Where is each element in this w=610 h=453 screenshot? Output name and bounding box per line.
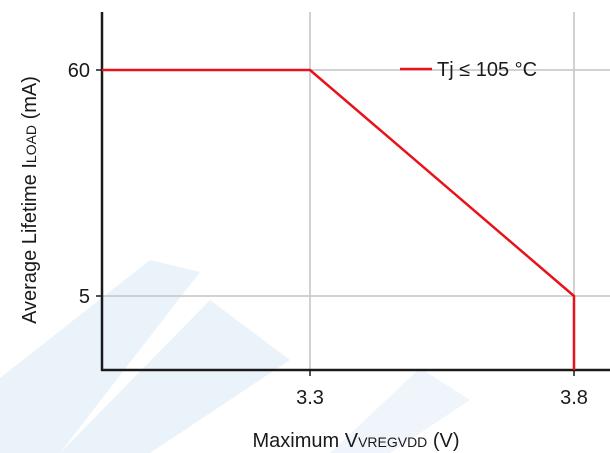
x-tick-label: 3.8 (560, 387, 588, 409)
watermark-shape (330, 368, 470, 453)
series-layer (102, 68, 576, 370)
watermark (0, 260, 470, 453)
legend-label: Tj ≤ 105 °C (437, 59, 537, 81)
tick-labels: 3.3 3.8 5 60 (68, 60, 588, 409)
y-tick-label: 60 (68, 60, 90, 82)
x-tick-label: 3.3 (296, 387, 324, 409)
y-axis-label: Average Lifetime ILOAD (mA) (19, 76, 41, 324)
y-tick-label: 5 (79, 286, 90, 308)
watermark-shape (0, 260, 200, 453)
watermark-shape (60, 300, 290, 453)
x-axis-label: Maximum VVREGVDD (V) (252, 430, 459, 452)
axes (96, 12, 610, 376)
legend: Tj ≤ 105 °C (400, 59, 537, 81)
series-line (102, 68, 576, 370)
